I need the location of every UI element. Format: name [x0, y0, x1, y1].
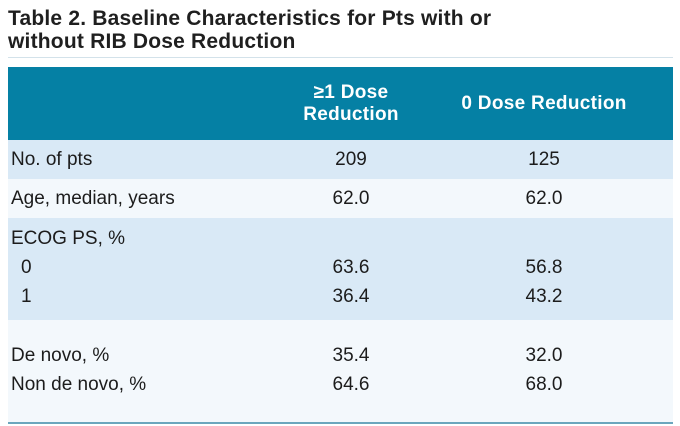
table-header-row: ≥1 Dose Reduction 0 Dose Reduction: [8, 67, 673, 140]
header-cell-dose-reduction-ge1: ≥1 Dose Reduction: [303, 81, 399, 125]
cell-value-0-dose-reduction: 43.2: [525, 286, 563, 307]
table-section: ECOG PS, % 0 63.6 56.8 1 36.4 43.2: [8, 218, 673, 320]
row-label: Non de novo, %: [11, 374, 147, 395]
row-label: 0: [21, 257, 32, 278]
table-title-line1: Table 2. Baseline Characteristics for Pt…: [8, 7, 492, 30]
table-title-line2: without RIB Dose Reduction: [8, 30, 296, 53]
cell-value-ge1-dose-reduction: 35.4: [332, 345, 370, 366]
table-row: ECOG PS, %: [8, 224, 673, 253]
table-row: De novo, % 35.4 32.0: [8, 341, 673, 370]
cell-value-0-dose-reduction: [446, 224, 642, 253]
table-row: 0 63.6 56.8: [8, 253, 673, 282]
table-title: Table 2. Baseline Characteristics for Pt…: [8, 7, 608, 53]
cell-value-0-dose-reduction: 62.0: [525, 188, 563, 209]
cell-value-0-dose-reduction: 56.8: [525, 257, 563, 278]
cell-value-0-dose-reduction: 32.0: [525, 345, 563, 366]
baseline-characteristics-table: ≥1 Dose Reduction 0 Dose Reduction No. o…: [8, 67, 673, 424]
cell-value-ge1-dose-reduction: [256, 224, 446, 253]
row-label: 1: [21, 286, 32, 307]
table-row: 1 36.4 43.2: [8, 282, 673, 311]
row-label: ECOG PS, %: [11, 228, 126, 249]
table-body: No. of pts 209 125 Age, median, years 62.0 62…: [8, 140, 673, 422]
cell-value-ge1-dose-reduction: 36.4: [332, 286, 370, 307]
cell-value-0-dose-reduction: 125: [528, 149, 560, 170]
cell-value-ge1-dose-reduction: 63.6: [332, 257, 370, 278]
row-label: Age, median, years: [11, 188, 175, 209]
title-divider-rule: [8, 57, 673, 58]
header-cell-empty: [8, 67, 256, 140]
header-cell-dose-reduction-0: 0 Dose Reduction: [461, 92, 627, 114]
table-section: Age, median, years 62.0 62.0: [8, 179, 673, 218]
cell-value-ge1-dose-reduction: 64.6: [332, 374, 370, 395]
table-section: No. of pts 209 125: [8, 140, 673, 179]
cell-value-0-dose-reduction: 68.0: [525, 374, 563, 395]
cell-value-ge1-dose-reduction: 62.0: [332, 188, 370, 209]
table-row: No. of pts 209 125: [8, 140, 673, 179]
row-label: No. of pts: [11, 149, 93, 170]
table-section: De novo, % 35.4 32.0 Non de novo, % 64.6 68.0: [8, 320, 673, 422]
row-label: De novo, %: [11, 345, 110, 366]
table-row: Non de novo, % 64.6 68.0: [8, 370, 673, 399]
table-row: Age, median, years 62.0 62.0: [8, 179, 673, 218]
cell-value-ge1-dose-reduction: 209: [335, 149, 367, 170]
